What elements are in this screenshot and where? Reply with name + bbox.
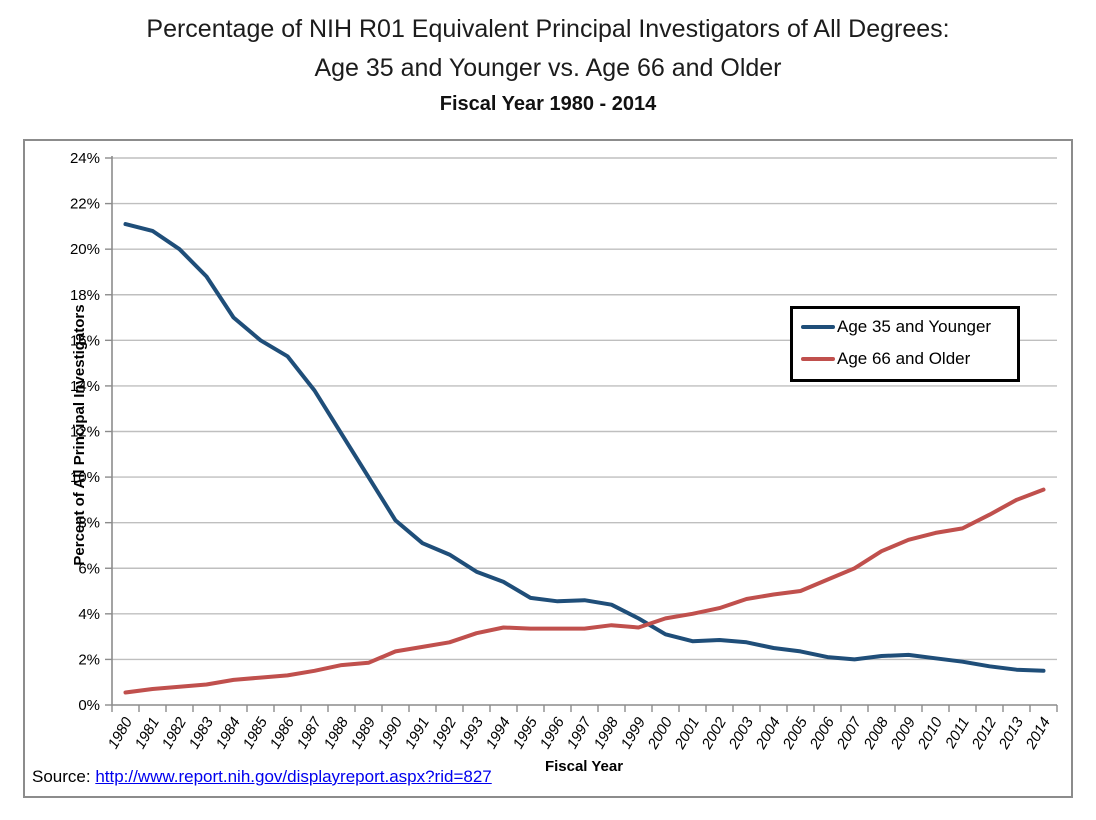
x-tick-label: 2003 — [725, 714, 757, 753]
x-tick-label: 1984 — [213, 715, 244, 752]
source-label: Source: — [32, 767, 91, 786]
y-axis-title: Percent of All Principal Investigators — [71, 304, 88, 566]
y-tick-label: 4% — [78, 606, 100, 623]
x-tick-label: 2009 — [887, 714, 919, 753]
legend: Age 35 and Younger Age 66 and Older — [790, 306, 1020, 382]
x-tick-label: 1998 — [591, 714, 623, 752]
x-tick-label: 2008 — [860, 714, 892, 753]
y-tick-label: 22% — [70, 196, 100, 213]
x-tick-label: 2006 — [806, 714, 838, 753]
x-tick-label: 1991 — [402, 715, 433, 752]
x-tick-label: 1995 — [510, 714, 542, 752]
x-tick-label: 2014 — [1022, 715, 1054, 753]
chart-frame: 0% 2% 4% 6% 8% 10% 12% 14% 16% 18% 20% 22% 24% 1980 19… — [23, 139, 1073, 798]
legend-line-sample-red — [801, 357, 835, 361]
x-tick-label: 1981 — [132, 715, 163, 752]
x-tick-label: 1996 — [537, 714, 569, 752]
y-tick-label: 20% — [70, 241, 100, 258]
x-tick-label: 1990 — [375, 714, 407, 752]
x-tick-label: 1983 — [186, 714, 218, 752]
x-tick-label: 1999 — [618, 714, 650, 752]
legend-line-sample-blue — [801, 325, 835, 329]
x-tick-label: 1986 — [267, 714, 299, 752]
x-tick-label: 1982 — [159, 714, 191, 752]
line-chart-plot: 0%2%4%6%8%10%12%14%16%18%20%22%24%198019… — [70, 150, 1058, 753]
x-tick-label: 1992 — [429, 714, 461, 752]
x-tick-label: 1993 — [456, 714, 488, 752]
x-axis-title: Fiscal Year — [544, 758, 624, 775]
x-tick-label: 1988 — [321, 714, 353, 752]
y-tick-label: 10% — [70, 469, 100, 486]
x-tick-label: 2004 — [752, 715, 784, 753]
y-tick-label: 0% — [78, 697, 100, 714]
x-tick-label: 2002 — [698, 714, 730, 753]
x-tick-label: 1987 — [294, 714, 326, 752]
x-tick-label: 2012 — [968, 714, 1000, 753]
y-tick-label: 12% — [70, 424, 100, 441]
y-tick-label: 6% — [78, 560, 100, 577]
legend-label: Age 35 and Younger — [837, 317, 992, 336]
x-tick-label: 2005 — [779, 714, 811, 753]
x-tick-label: 1997 — [564, 714, 596, 752]
source-link[interactable]: http://www.report.nih.gov/displayreport.… — [95, 767, 492, 786]
x-tick-label: 2001 — [671, 715, 703, 753]
y-tick-label: 24% — [70, 150, 100, 167]
legend-label: Age 66 and Older — [837, 349, 971, 368]
source-line: Source: http://www.report.nih.gov/displa… — [32, 767, 492, 787]
x-tick-label: 2000 — [644, 714, 676, 753]
y-tick-label: 14% — [70, 378, 100, 395]
chart-title: Percentage of NIH R01 Equivalent Princip… — [0, 10, 1096, 120]
y-tick-label: 2% — [78, 651, 100, 668]
y-tick-label: 16% — [70, 332, 100, 349]
chart-title-line-1: Percentage of NIH R01 Equivalent Princip… — [146, 15, 950, 43]
x-tick-label: 1994 — [483, 715, 514, 752]
series-line-age-35-and-younger — [123, 222, 1046, 673]
series-line-age-66-and-older — [123, 487, 1046, 695]
y-tick-label: 8% — [78, 515, 100, 532]
y-tick-label: 18% — [70, 287, 100, 304]
x-tick-label: 2010 — [914, 714, 946, 753]
x-tick-label: 2013 — [995, 714, 1027, 753]
x-tick-label: 1985 — [240, 714, 272, 752]
chart-title-line-2: Age 35 and Younger vs. Age 66 and Older — [314, 54, 782, 82]
x-tick-label: 1989 — [348, 714, 380, 752]
legend-entry-age-35-and-younger: Age 35 and Younger — [801, 317, 1007, 337]
x-tick-label: 2011 — [942, 715, 973, 752]
x-tick-label: 1980 — [105, 714, 137, 752]
x-tick-label: 2007 — [833, 714, 865, 753]
chart-title-line-3: Fiscal Year 1980 - 2014 — [439, 93, 657, 115]
legend-entry-age-66-and-older: Age 66 and Older — [801, 349, 1007, 369]
